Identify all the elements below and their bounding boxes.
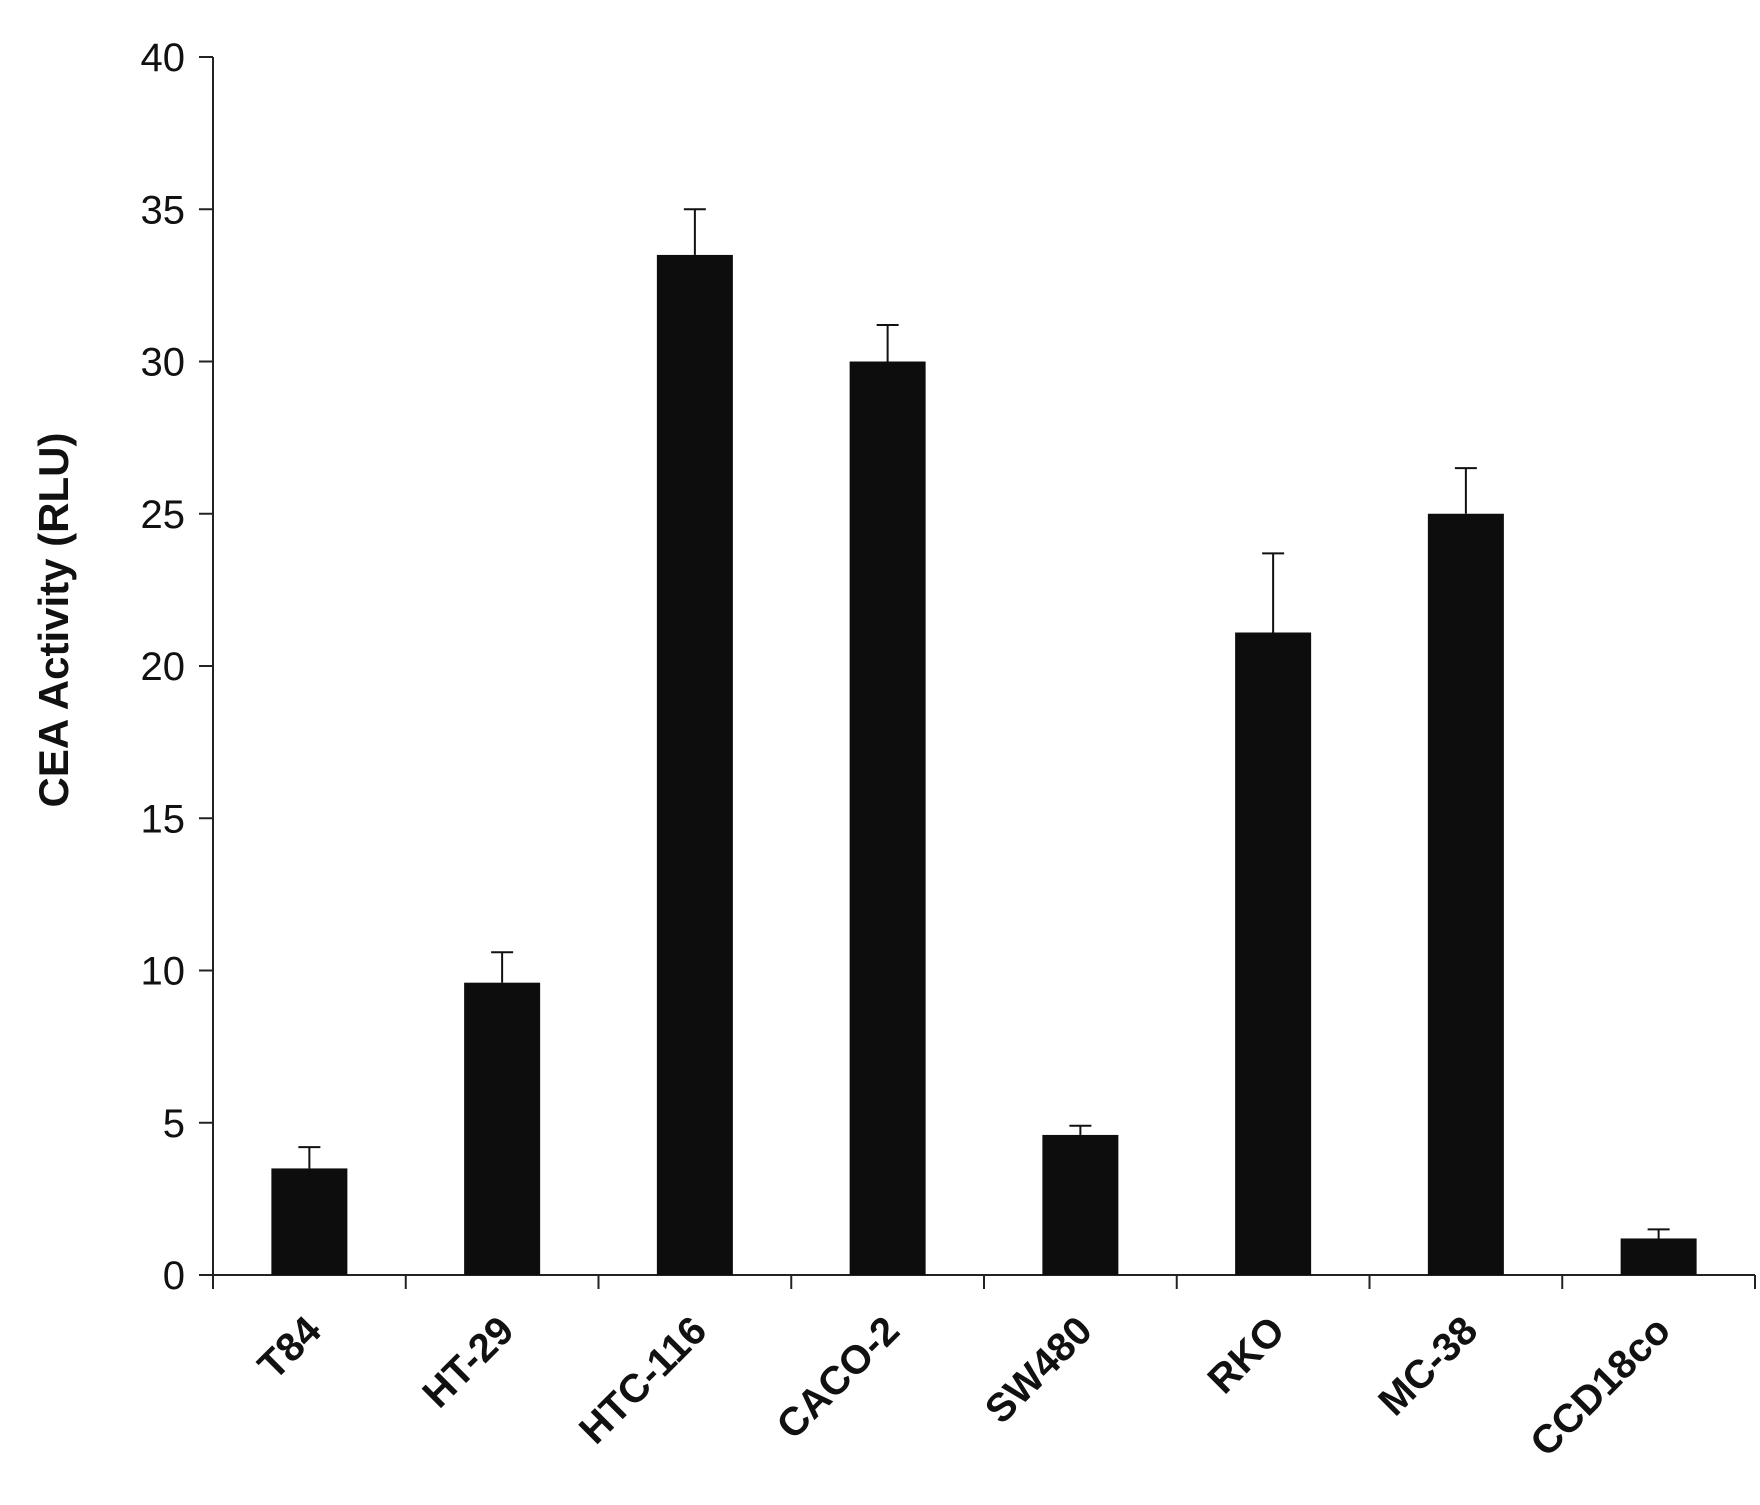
bar-sw480: [1042, 1134, 1119, 1275]
y-tick-label: 15: [141, 797, 186, 841]
y-tick-label: 0: [163, 1254, 185, 1298]
bar-ccd18co: [1620, 1238, 1697, 1275]
category-label: CCD18co: [1522, 1308, 1679, 1465]
category-label: RKO: [1200, 1308, 1294, 1402]
bar-caco-2: [849, 361, 926, 1275]
y-tick-label: 25: [141, 493, 186, 537]
y-tick-label: 35: [141, 188, 186, 232]
x-axis: [212, 1274, 1756, 1289]
category-label: HTC-116: [571, 1308, 715, 1452]
bar-ht-29: [464, 982, 541, 1275]
bar-htc-116: [656, 254, 733, 1276]
category-label: T84: [250, 1308, 330, 1388]
bar-mc-38: [1427, 513, 1504, 1275]
category-labels: T84 HT-29 HTC-116 CACO-2 SW480 RKO MC-38 CCD18c…: [250, 1308, 1679, 1465]
error-bars: [298, 208, 1670, 1239]
y-tick-label: 10: [141, 950, 186, 994]
bars: [271, 254, 1697, 1276]
y-tick-label: 5: [163, 1102, 185, 1146]
y-tick-label: 40: [141, 36, 186, 80]
category-label: SW480: [977, 1308, 1101, 1432]
bar-rko: [1235, 632, 1312, 1275]
category-label: MC-38: [1370, 1308, 1486, 1424]
y-tick-label: 30: [141, 341, 186, 385]
category-label: HT-29: [414, 1308, 522, 1416]
y-axis-title: CEA Activity (RLU): [30, 433, 77, 808]
y-tick-label: 20: [141, 645, 186, 689]
category-label: CACO-2: [768, 1308, 908, 1448]
bar-t84: [271, 1168, 348, 1275]
y-axis: 0 5 10 15 20 25 30 35 40: [141, 36, 214, 1298]
